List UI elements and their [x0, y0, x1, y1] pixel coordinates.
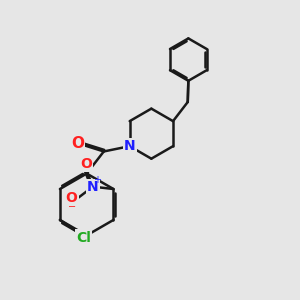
Text: O: O	[71, 136, 84, 151]
Text: +: +	[93, 175, 101, 184]
Text: N: N	[87, 180, 99, 194]
Text: O: O	[80, 157, 92, 171]
Text: −: −	[68, 202, 76, 212]
Text: N: N	[124, 139, 136, 153]
Text: O: O	[66, 191, 78, 205]
Text: Cl: Cl	[76, 231, 91, 244]
